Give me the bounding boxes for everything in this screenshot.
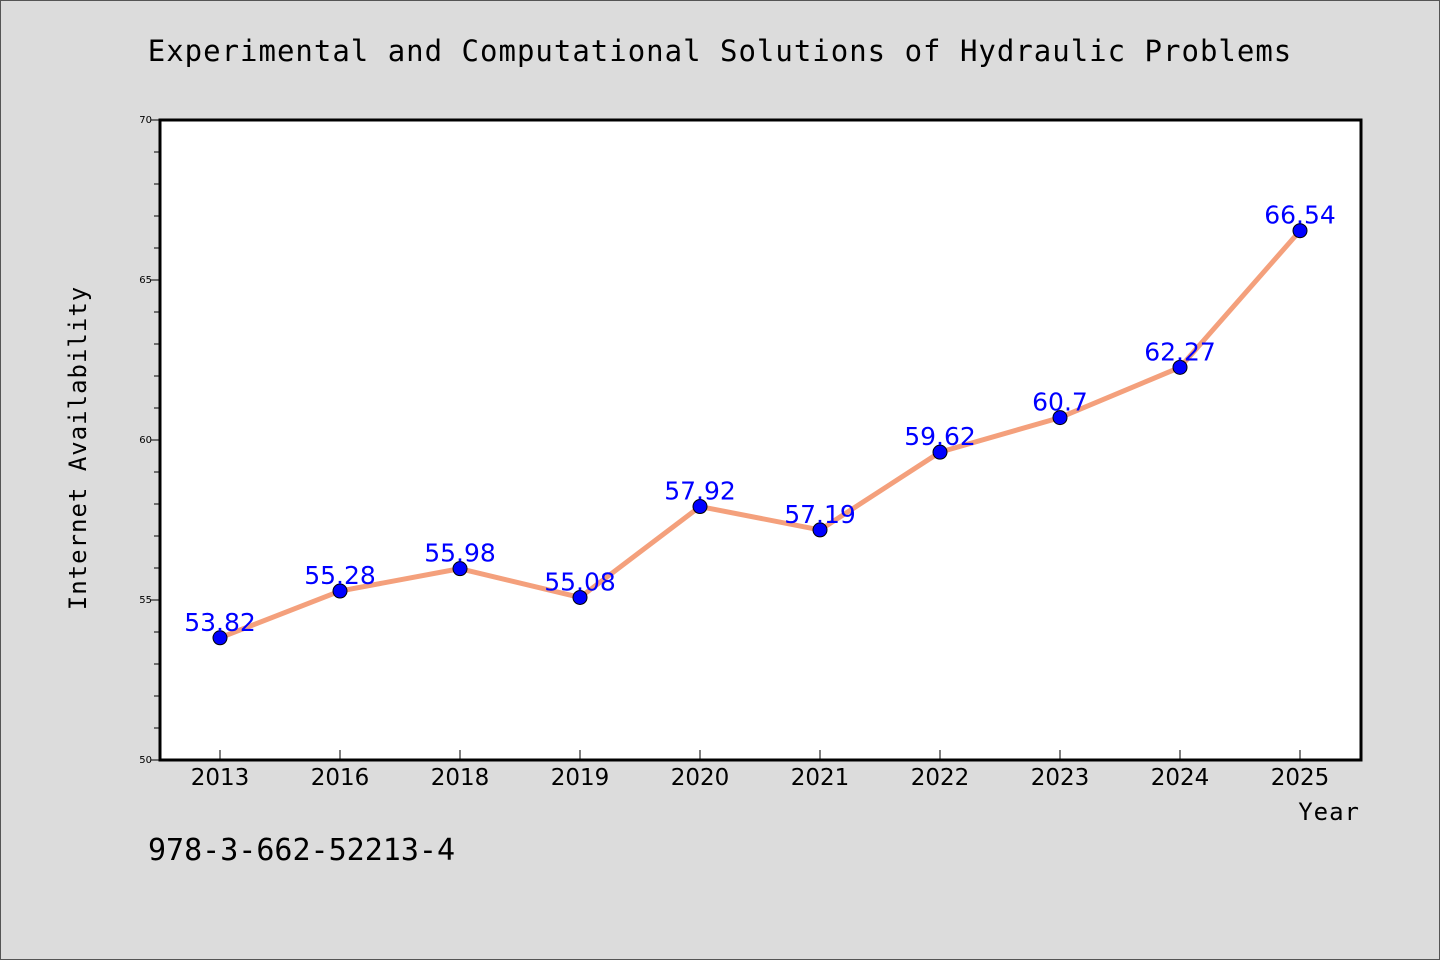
data-label: 53.82 xyxy=(184,608,256,637)
data-point xyxy=(1172,359,1188,375)
y-tick-label: 60 xyxy=(139,435,152,446)
x-tick-label: 2020 xyxy=(671,765,730,791)
y-tick-label: 55 xyxy=(139,595,152,606)
x-tick-label: 2024 xyxy=(1151,765,1210,791)
data-label: 55.28 xyxy=(304,561,376,590)
data-point xyxy=(1052,410,1068,426)
data-point xyxy=(572,589,588,605)
data-point xyxy=(932,444,948,460)
plot-area xyxy=(158,118,1363,762)
x-tick-label: 2025 xyxy=(1271,765,1330,791)
data-label: 55.98 xyxy=(424,539,496,568)
series-markers xyxy=(212,223,1308,646)
data-label: 55.08 xyxy=(544,567,616,596)
x-tick-label: 2021 xyxy=(791,765,850,791)
data-point xyxy=(212,630,228,646)
y-axis: 50 55 60 65 70 xyxy=(139,115,160,766)
data-label: 62.27 xyxy=(1144,337,1216,366)
x-tick-label: 2022 xyxy=(911,765,970,791)
x-tick-label: 2018 xyxy=(431,765,490,791)
y-tick-label: 50 xyxy=(139,755,152,766)
x-tick-label: 2019 xyxy=(551,765,610,791)
data-point xyxy=(332,583,348,599)
y-tick-label: 65 xyxy=(139,275,152,286)
data-point xyxy=(692,499,708,515)
data-label: 57.92 xyxy=(664,477,736,506)
data-label: 57.19 xyxy=(784,500,856,529)
series-line xyxy=(217,228,1303,641)
x-tick-label: 2013 xyxy=(191,765,250,791)
chart-title: Experimental and Computational Solutions… xyxy=(147,34,1293,68)
data-point xyxy=(812,522,828,538)
y-axis-title: Internet Availability xyxy=(64,286,92,610)
data-label: 66.54 xyxy=(1264,201,1336,230)
x-tick-label: 2023 xyxy=(1031,765,1090,791)
y-tick-label: 70 xyxy=(139,115,152,126)
x-axis: 2013 2016 2018 2019 2020 2021 2022 2023 2024 2025 xyxy=(191,750,1330,791)
data-point xyxy=(1292,223,1308,239)
data-label: 60.7 xyxy=(1032,388,1088,417)
data-labels: 53.82 55.28 55.98 55.08 57.92 57.19 59.62 60.7 6… xyxy=(184,201,1336,637)
isbn-text: 978-3-662-52213-4 xyxy=(148,833,456,868)
data-label: 59.62 xyxy=(904,422,976,451)
x-tick-label: 2016 xyxy=(311,765,370,791)
x-axis-title: Year xyxy=(1298,798,1360,826)
data-point xyxy=(452,561,468,577)
